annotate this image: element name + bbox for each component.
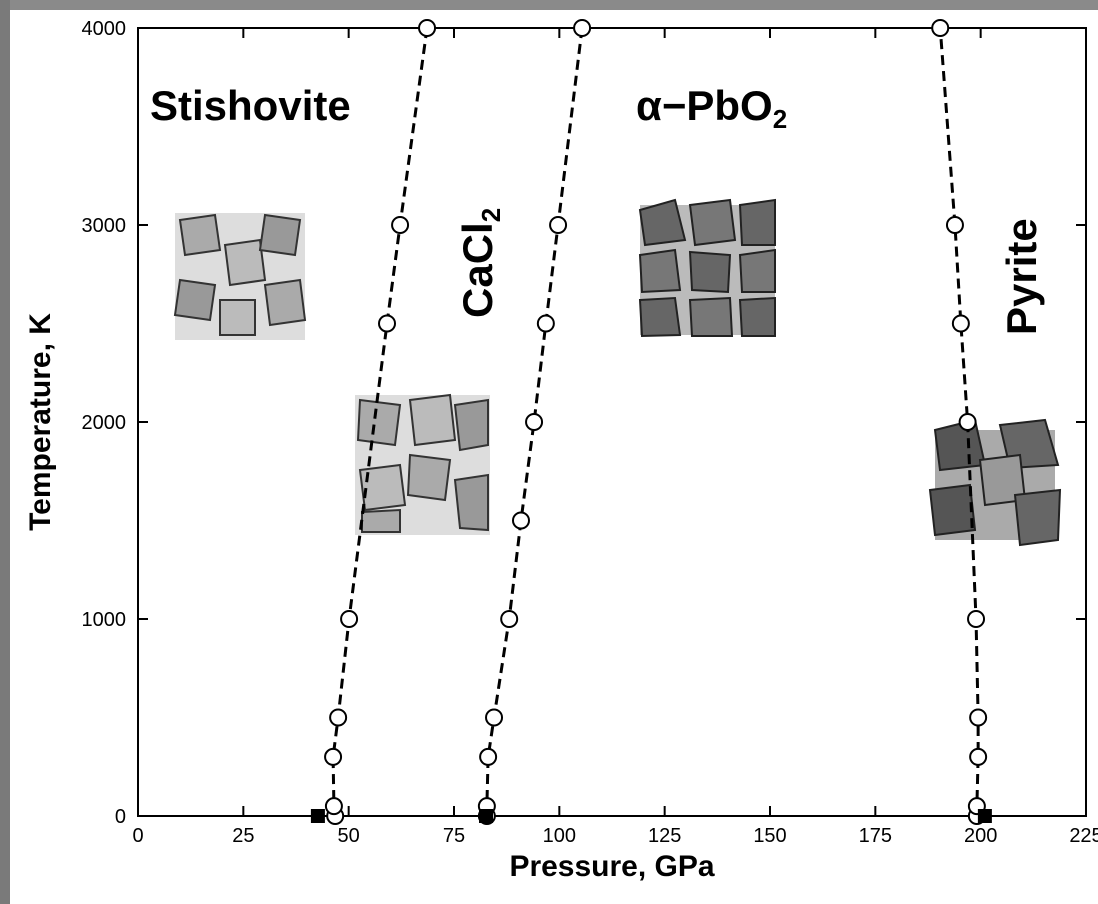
data-point [969,747,988,766]
y-tick-label: 1000 [82,609,127,631]
data-point [945,216,964,234]
data-point [573,19,592,37]
transition-square [479,809,494,823]
data-point [479,747,498,766]
data-point [329,708,348,727]
transition-square [310,809,325,823]
y-tick-label: 2000 [82,412,127,434]
phase-subscript: 2 [476,208,506,222]
x-tick-label: 75 [443,825,465,847]
x-axis-title: Pressure, GPa [509,850,714,883]
data-point [511,511,530,530]
data-point [324,797,343,816]
y-tick-label: 4000 [82,18,127,40]
x-tick-label: 50 [338,825,360,847]
phase-name: α−PbO [636,82,773,129]
phase-label: Stishovite [150,82,351,129]
transition-square [977,809,992,823]
phase-label: CaCl2 [454,208,506,318]
phase-name: Stishovite [150,82,351,129]
x-tick-label: 125 [648,825,681,847]
data-point [525,413,544,431]
data-point [378,314,397,333]
data-point [500,610,519,628]
phase-name: CaCl [454,222,501,318]
y-tick-label: 3000 [82,215,127,237]
phase-subscript: 2 [773,104,787,134]
x-tick-label: 0 [132,825,143,847]
data-point [418,19,437,37]
left-bar [0,0,10,904]
data-point [391,216,410,234]
y-tick-label: 0 [115,806,126,828]
x-tick-label: 25 [232,825,254,847]
data-point [536,314,555,333]
x-tick-label: 175 [859,825,892,847]
x-tick-label: 200 [964,825,997,847]
cacl2-structure [355,393,490,535]
data-point [549,216,568,234]
stishovite-structure [173,213,307,340]
data-point [931,19,950,37]
plot-frame [137,27,1087,817]
data-point [485,708,504,727]
phase-label: α−PbO2 [636,82,787,134]
data-point [324,747,343,766]
top-bar [0,0,1098,10]
pyrite-structure [928,418,1062,547]
x-tick-label: 100 [543,825,576,847]
data-point [340,610,359,628]
x-tick-label: 150 [753,825,786,847]
data-point [951,314,970,333]
phase-boundary [485,27,584,816]
data-point [958,413,977,431]
phase-name: Pyrite [998,218,1045,335]
data-point [967,610,986,628]
x-tick-label: 225 [1069,825,1098,847]
alpha-pbo2-structure [638,198,776,338]
data-point [969,708,988,727]
y-axis-title: Temperature, K [24,313,57,531]
phase-label: Pyrite [998,218,1045,335]
